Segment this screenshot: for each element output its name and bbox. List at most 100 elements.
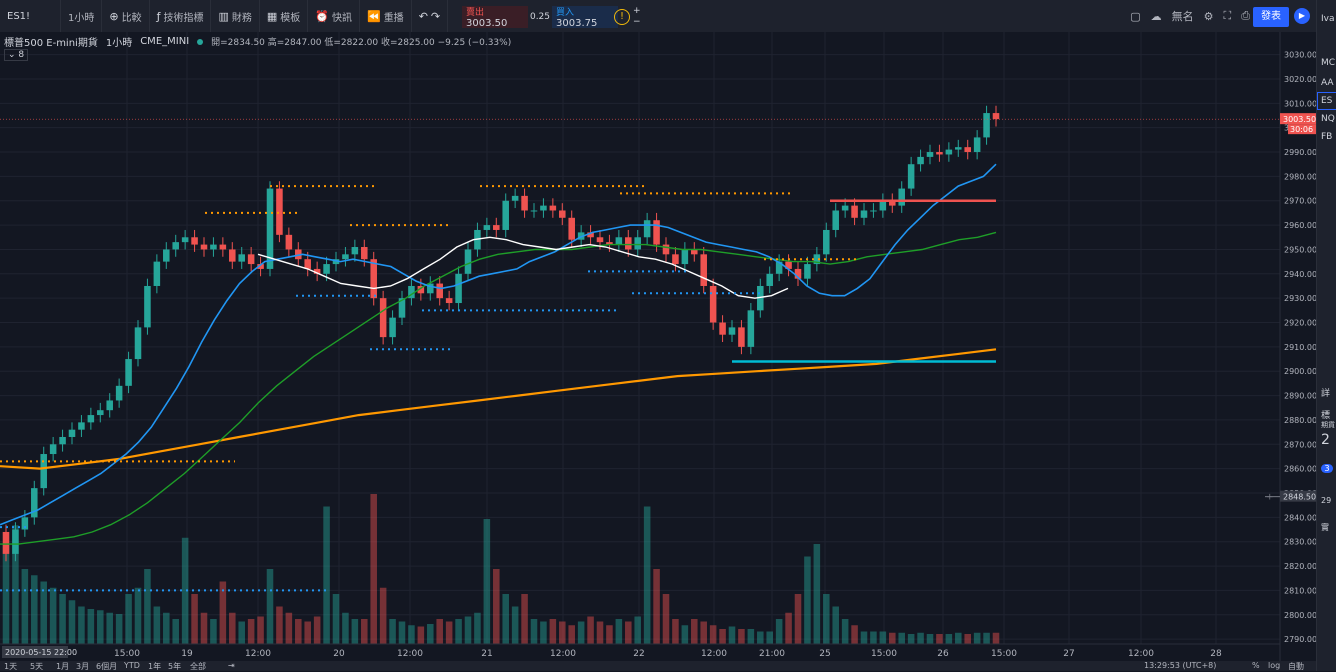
percent-toggle[interactable]: % [1252,661,1260,670]
range-6m[interactable]: 6個月 [96,662,118,671]
price-chart[interactable]: 15:00 19 12:00 20 12:00 21 12:00 22 12:00 21:00 25… [0,32,1316,661]
candle-body [945,149,953,155]
candle-body [596,237,604,243]
cloud-icon[interactable]: ☁ [1150,9,1162,23]
volume-bar [379,587,387,644]
candle-body [870,210,877,212]
candle-body [78,422,85,430]
legend-title[interactable]: 標普500 E-mini期貨 [4,38,98,49]
watchlist-item-es[interactable]: ES [1321,96,1333,106]
volume-bar [87,609,95,644]
gear-icon[interactable]: ⚙ [1203,9,1214,23]
countdown-label: 30:06 [1290,125,1313,134]
range-3m[interactable]: 3月 [76,662,90,671]
volume-bar [785,612,792,644]
candle-body [804,264,811,279]
watchlist-header: Iva [1321,14,1335,24]
symbol-search-button[interactable]: ES1! [0,0,61,32]
volume-bar [78,606,85,644]
range-1y[interactable]: 1年 [148,662,162,671]
volume-bar [634,616,641,644]
log-toggle[interactable]: log [1268,661,1281,670]
candle-body [427,283,434,294]
layout-name[interactable]: 無名 [1171,10,1194,23]
clock-time[interactable]: 13:29:53 (UTC+8) [1144,661,1217,670]
candle-body [700,254,707,286]
watchlist-item-aa[interactable]: AA [1321,78,1334,88]
replay-label: 重播 [383,12,404,24]
templates-label: 模板 [280,12,301,24]
alert-button[interactable]: ⏰ 快訊 [308,0,360,32]
volume-bar [559,621,566,644]
candle-body [530,210,538,212]
range-5y[interactable]: 5年 [168,662,182,671]
watchlist-item-fb[interactable]: FB [1321,132,1333,142]
templates-button[interactable]: ▦ 模板 [260,0,309,32]
interval-button[interactable]: 1小時 [61,0,103,32]
candle-body [813,254,821,265]
indicators-button[interactable]: ƒ 技術指標 [150,0,212,32]
financials-button[interactable]: ▥ 財務 [211,0,260,32]
compare-button[interactable]: ⊕ 比較 [102,0,150,32]
alert-label: 快訊 [331,12,352,24]
candle-body [370,259,377,299]
candle-body [832,210,839,230]
volume-bar [474,612,481,644]
ma-fast-line [0,163,997,526]
candle-body [823,229,830,255]
volume-bar [502,594,509,644]
y-tick-label: 2800.00 [1284,611,1316,620]
range-1m[interactable]: 1月 [56,662,70,671]
auto-toggle[interactable]: 自動 [1288,662,1304,671]
volume-bar [775,619,783,644]
volume-bar [709,625,717,644]
redo-icon[interactable]: ↷ [430,9,441,23]
range-ytd[interactable]: YTD [124,661,140,670]
replay-button[interactable]: ⏪ 重播 [360,0,412,32]
undo-redo[interactable]: ↶ ↷ [412,0,449,32]
x-tick-label: 12:00 [245,649,271,659]
candle-body [408,285,415,299]
candle-body [549,205,557,211]
candle-body [31,488,38,518]
play-icon[interactable]: ▶ [1294,8,1310,24]
watchlist-item-nq[interactable]: NQ [1321,114,1335,124]
info-icon[interactable]: ! [614,9,630,25]
candle-body [559,210,566,218]
volume-bar [738,629,745,644]
volume-bar [992,632,1000,644]
volume-bar [540,621,547,644]
y-tick-label: 2890.00 [1284,392,1316,401]
range-1d[interactable]: 1天 [4,662,18,671]
volume-bar [719,629,726,644]
y-tick-label: 2980.00 [1284,172,1316,181]
candle-body [313,268,321,274]
y-tick-label: 2820.00 [1284,562,1316,571]
candle-body [191,237,198,245]
camera-icon[interactable]: ⎙ [1241,9,1250,22]
volume-bar [672,619,679,644]
fullscreen-icon[interactable]: ⛶ [1223,9,1232,22]
publish-button[interactable]: 發表 [1253,7,1289,27]
detail-badge: 3 [1321,464,1333,473]
y-tick-label: 2920.00 [1284,319,1316,328]
volume-bar [21,569,29,644]
candle-body [163,249,170,262]
goto-date-icon[interactable]: ⇥ [228,661,235,670]
quantity-stepper[interactable]: + − [633,6,641,27]
layout-icon[interactable]: ▢ [1130,9,1141,23]
y-tick-label: 2880.00 [1284,416,1316,425]
candle-body [983,113,990,138]
range-5d[interactable]: 5天 [30,662,44,671]
interval-label: 1小時 [68,12,95,24]
sell-button[interactable]: 賣出 3003.50 [462,6,528,29]
undo-icon[interactable]: ↶ [418,9,428,23]
buy-button[interactable]: 買入 3003.75 [552,6,618,29]
y-tick-label: 2830.00 [1284,538,1316,547]
volume-bar [398,621,406,644]
legend-collapse-button[interactable]: ⌄ 8 [4,49,29,61]
watchlist-item-mc[interactable]: MC [1321,58,1336,68]
volume-bar [285,612,293,644]
range-all[interactable]: 全部 [190,662,206,671]
volume-bar [615,619,623,644]
